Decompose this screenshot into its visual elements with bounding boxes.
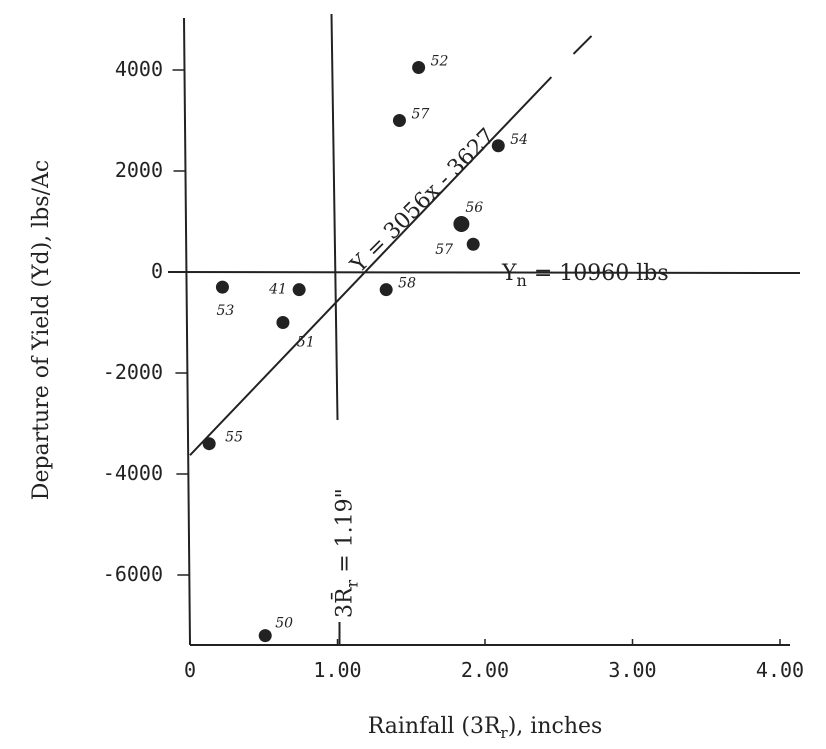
reference-lines	[167, 13, 801, 645]
data-point	[202, 437, 216, 451]
regression-line-group: Y = 3056x - 3627	[189, 35, 593, 456]
data-point-label: 58	[398, 276, 416, 292]
x-tick-label: 0	[184, 658, 196, 682]
x-axis-title: Rainfall (3Rr), inches	[368, 714, 603, 742]
vertical-reference-line	[330, 13, 339, 421]
y-axis-line	[183, 17, 191, 646]
data-point-label: 55	[225, 430, 243, 446]
horizontal-reference-line	[167, 271, 801, 274]
data-point	[379, 283, 393, 297]
x-tick-label: 4.00	[756, 658, 804, 682]
y-tick-label: -4000	[103, 461, 163, 485]
regression-line-extension	[572, 35, 593, 55]
data-point	[276, 316, 290, 329]
data-point-label: 51	[297, 335, 315, 351]
data-point-label: 57	[411, 107, 429, 123]
horizontal-reference-label: Yn = 10960 lbs	[501, 261, 669, 290]
data-point	[466, 237, 480, 251]
y-tick-label: 2000	[115, 158, 163, 182]
y-tick-label: -6000	[103, 562, 163, 586]
y-tick-label: -2000	[103, 360, 163, 384]
data-point-label: 41	[268, 282, 287, 298]
data-point	[258, 629, 272, 643]
data-point-label: 53	[216, 303, 234, 319]
data-point	[292, 283, 306, 297]
data-point	[392, 114, 406, 127]
x-tick-label: 3.00	[608, 658, 656, 682]
y-tick-label: 4000	[115, 57, 163, 81]
data-point	[491, 139, 505, 153]
y-axis-title: Departure of Yield (Yd), lbs/Ac	[29, 160, 54, 500]
y-tick-label: 0	[151, 259, 163, 283]
x-tick-label: 2.00	[461, 658, 509, 682]
data-point	[453, 216, 470, 233]
data-point	[215, 280, 229, 294]
regression-line	[189, 76, 553, 456]
x-tick-label: 1.00	[313, 658, 361, 682]
chart-axes: 4000 2000 0 -2000 -4000 -6000 0 1.00 2.00 3.00 4.0…	[103, 17, 804, 682]
data-point-label: 54	[510, 132, 528, 148]
data-point-label: 50	[275, 616, 293, 632]
data-point	[412, 60, 426, 74]
data-point-label: 52	[431, 53, 449, 69]
data-point-label: 56	[465, 200, 483, 216]
axis-labels: Yn = 10960 lbs 3R̄r = 1.19" Departure of Y…	[29, 160, 669, 742]
vertical-reference-label: 3R̄r = 1.19"	[330, 488, 361, 618]
data-points: 52 57 54 56 57 53 41 58 51 55 50	[202, 53, 528, 643]
data-point-label: 57	[435, 242, 453, 258]
